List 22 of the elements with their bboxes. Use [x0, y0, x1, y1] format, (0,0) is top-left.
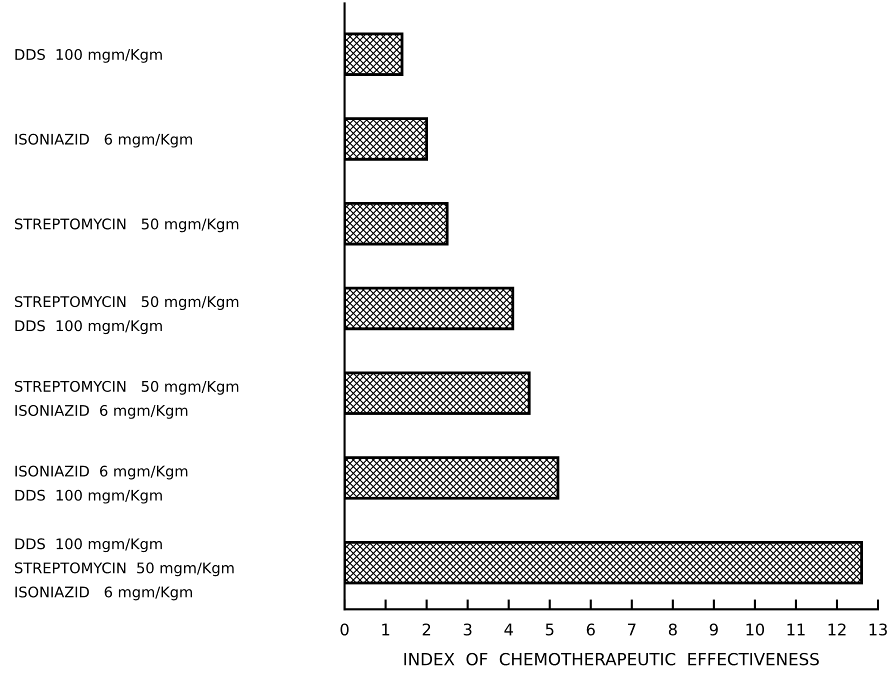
y-tick-label: STREPTOMYCIN 50 mgm/Kgm — [14, 218, 238, 232]
x-tick-label: 12 — [828, 623, 846, 636]
x-tick-label: 10 — [746, 623, 764, 636]
x-tick-label: 4 — [504, 624, 513, 636]
x-tick-label: 8 — [668, 623, 677, 636]
y-tick-label: STREPTOMYCIN 50 mgm/Kgm DDS 100 mgm/Kgm — [14, 296, 238, 334]
x-tick-label: 7 — [628, 624, 636, 636]
x-tick-label: 5 — [546, 624, 554, 636]
x-tick-label: 13 — [870, 623, 887, 636]
x-tick-label: 6 — [586, 623, 595, 636]
x-tick-label: 2 — [422, 623, 430, 636]
x-tick-label: 1 — [382, 624, 390, 636]
y-tick-label: ISONIAZID 6 mgm/Kgm DDS 100 mgm/Kgm — [15, 466, 188, 504]
y-tick-label: DDS 100 mgm/Kgm STREPTOMYCIN 50 mgm/Kgm ISONIAZID 6 mgm/Kgm — [14, 538, 234, 600]
x-tick-label: 3 — [464, 623, 472, 636]
x-tick-label: 9 — [710, 623, 718, 636]
y-tick-label: DDS 100 mgm/Kgm — [15, 48, 162, 63]
x-axis-title: INDEX OF CHEMOTHERAPEUTIC EFFECTIVENESS — [404, 652, 819, 666]
y-tick-label: ISONIAZID 6 mgm/Kgm — [15, 134, 192, 148]
y-tick-label: STREPTOMYCIN 50 mgm/Kgm ISONIAZID 6 mgm/Kgm — [14, 380, 238, 419]
x-tick-label: 11 — [788, 624, 805, 636]
x-tick-label: 0 — [340, 623, 349, 636]
